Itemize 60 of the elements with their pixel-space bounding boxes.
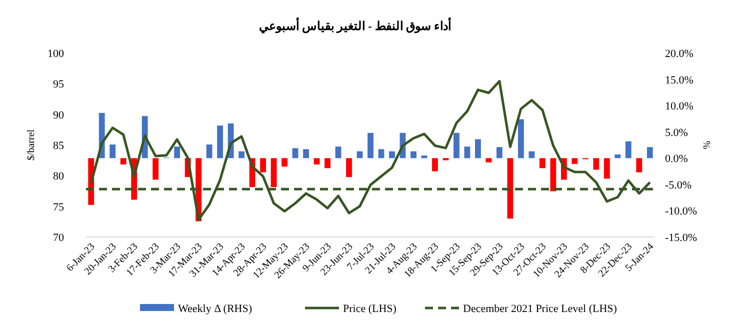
bar bbox=[507, 158, 514, 219]
y2-tick-label: 15.0% bbox=[665, 74, 694, 86]
bar bbox=[486, 158, 492, 162]
bar bbox=[410, 151, 416, 158]
y2-tick-label: 0.0% bbox=[665, 153, 688, 166]
legend-label: Weekly Δ (RHS) bbox=[178, 303, 252, 315]
bar bbox=[464, 146, 470, 158]
bar bbox=[120, 158, 126, 164]
bar bbox=[454, 132, 460, 158]
y2-tick-label: -15.0% bbox=[665, 232, 698, 244]
bar bbox=[475, 139, 481, 158]
bar bbox=[646, 147, 653, 158]
y-tick-label: 95 bbox=[53, 78, 64, 91]
y2-tick-label: 5.0% bbox=[665, 126, 688, 139]
bar bbox=[389, 151, 395, 158]
bar bbox=[260, 158, 266, 172]
bar bbox=[604, 158, 610, 179]
legend-label: December 2021 Price Level (LHS) bbox=[463, 303, 618, 315]
bar bbox=[270, 158, 277, 188]
bar bbox=[528, 151, 535, 158]
bar bbox=[496, 147, 502, 158]
legend-label: Price (LHS) bbox=[343, 303, 397, 315]
bar bbox=[368, 132, 374, 158]
bar bbox=[378, 149, 384, 158]
bar bbox=[282, 158, 288, 167]
y-tick-label: 100 bbox=[48, 48, 64, 60]
bar bbox=[346, 158, 352, 178]
y-tick-label: 75 bbox=[53, 201, 64, 214]
bar bbox=[110, 144, 116, 158]
bar bbox=[432, 158, 438, 172]
y-axis-title: $/barrel bbox=[26, 129, 37, 161]
y-tick-label: 90 bbox=[53, 109, 64, 122]
bar bbox=[614, 154, 621, 158]
bar bbox=[238, 151, 245, 158]
bar bbox=[335, 146, 342, 158]
y2-tick-label: 20.0% bbox=[665, 48, 694, 60]
line-series bbox=[90, 80, 652, 222]
y-tick-label: 85 bbox=[53, 140, 64, 152]
bar bbox=[217, 126, 224, 158]
bar bbox=[539, 158, 546, 168]
y2-tick-label: -5.0% bbox=[665, 179, 692, 192]
y2-axis-title: % bbox=[702, 140, 713, 150]
bar bbox=[625, 141, 632, 158]
bar bbox=[636, 158, 642, 172]
bar bbox=[314, 158, 320, 164]
chart-title: أداء سوق النفط - التغير بقياس أسبوعي bbox=[259, 18, 451, 34]
bar bbox=[152, 158, 159, 180]
bar bbox=[324, 158, 330, 168]
bar bbox=[292, 148, 298, 158]
y-tick-label: 80 bbox=[53, 170, 64, 183]
bar bbox=[550, 158, 556, 192]
y2-tick-label: -10.0% bbox=[665, 206, 698, 218]
bar bbox=[518, 119, 524, 158]
bar bbox=[174, 146, 180, 158]
y-tick-label: 70 bbox=[53, 232, 64, 244]
bar bbox=[206, 144, 212, 158]
y2-tick-label: 10.0% bbox=[665, 100, 694, 113]
bar bbox=[593, 158, 600, 170]
bar bbox=[303, 149, 309, 158]
bar bbox=[572, 158, 578, 164]
